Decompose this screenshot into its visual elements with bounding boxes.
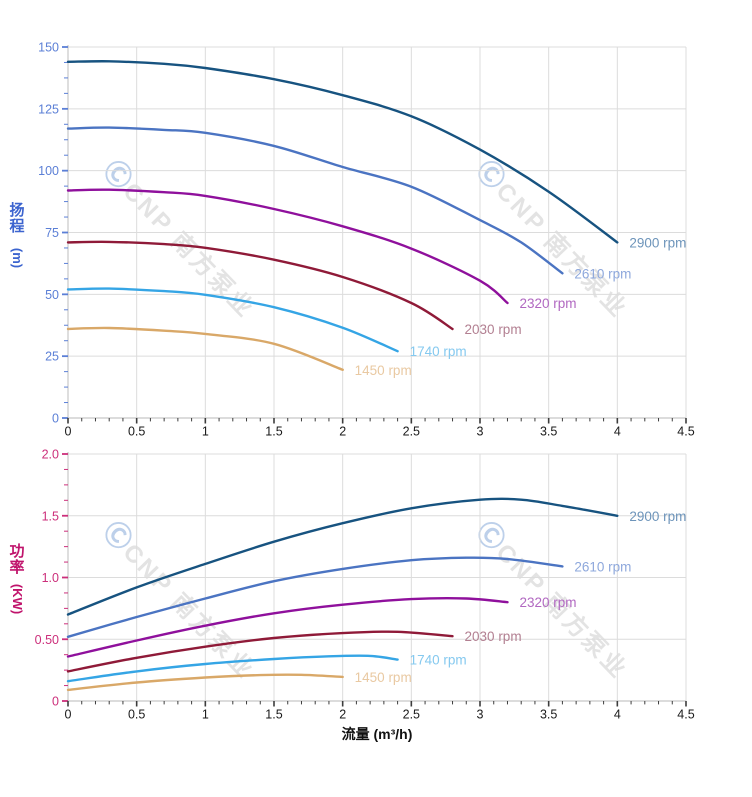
power-y-ticks: 0 0.50 1.0 1.5 2.0 — [35, 448, 68, 709]
power-series-label-1740: 1740 rpm — [410, 653, 467, 668]
power-gridlines — [68, 453, 687, 701]
power-series-label-2030: 2030 rpm — [465, 629, 522, 644]
head-y-tick-label: 150 — [38, 41, 59, 55]
power-series-label-2320: 2320 rpm — [519, 595, 576, 610]
head-series-label-2900: 2900 rpm — [629, 235, 686, 250]
power-x-tick-label: 3.5 — [540, 708, 557, 722]
head-series-label-2320: 2320 rpm — [519, 296, 576, 311]
head-curve-2320 — [66, 188, 509, 305]
head-y-tick-label: 25 — [45, 350, 59, 364]
power-curve-2900 — [66, 497, 619, 616]
head-curve-2900 — [66, 60, 619, 244]
power-x-tick-label: 1 — [202, 708, 209, 722]
flow-axis-title: 流量 (m³/h) — [341, 726, 413, 742]
power-x-tick-label: 3 — [477, 708, 484, 722]
head-x-ticks: 0 0.5 1 1.5 2 2.5 3 3.5 4 4.5 — [65, 418, 695, 439]
head-axis-unit: (m) — [10, 247, 25, 269]
power-y-tick-label: 0 — [52, 695, 59, 709]
head-y-tick-label: 125 — [38, 102, 59, 116]
head-x-tick-label: 3 — [477, 425, 484, 439]
power-series-label-1450: 1450 rpm — [355, 670, 412, 685]
head-x-tick-label: 2 — [339, 425, 346, 439]
head-y-ticks: 0 25 50 75 100 125 150 — [38, 41, 68, 426]
power-curve-1450 — [66, 673, 344, 692]
power-axis-title-char: 功 — [9, 543, 25, 560]
head-x-tick-label: 2.5 — [403, 425, 420, 439]
head-axis-title-char: 扬 — [9, 202, 25, 219]
head-x-tick-label: 0.5 — [128, 425, 145, 439]
head-curve-2610 — [66, 126, 564, 275]
head-x-tick-label: 0 — [65, 425, 72, 439]
power-curve-2610 — [66, 556, 564, 638]
power-chart: 0 0.50 1.0 1.5 2.0 0 0.5 1 1.5 2 2.5 3 3.5 4 4.5 2900 r… — [35, 448, 695, 722]
power-axis-title-char: 率 — [9, 559, 25, 576]
head-series-label-2610: 2610 rpm — [574, 266, 631, 281]
power-axis-unit: (KW) — [10, 583, 26, 615]
power-curve-2030 — [66, 630, 454, 673]
power-y-tick-label: 1.5 — [42, 509, 59, 523]
power-x-tick-label: 4.5 — [677, 708, 694, 722]
head-x-tick-label: 4.5 — [677, 425, 694, 439]
head-y-tick-label: 50 — [45, 288, 59, 302]
head-curve-1740 — [66, 287, 399, 353]
head-chart: 0 25 50 75 100 125 150 0 0.5 1 1.5 2 2.5 3 3.5 4 4.5 2900… — [38, 41, 695, 439]
head-x-tick-label: 1.5 — [265, 425, 282, 439]
head-y-tick-label: 75 — [45, 226, 59, 240]
power-y-tick-label: 2.0 — [42, 448, 59, 462]
head-series-label-1450: 1450 rpm — [355, 363, 412, 378]
power-axis-title: 功 率 (KW) — [3, 543, 31, 615]
power-x-ticks: 0 0.5 1 1.5 2 2.5 3 3.5 4 4.5 — [65, 701, 695, 722]
power-x-tick-label: 0 — [65, 708, 72, 722]
head-y-tick-label: 0 — [52, 412, 59, 426]
power-x-tick-label: 2.5 — [403, 708, 420, 722]
power-y-tick-label: 1.0 — [42, 571, 59, 585]
power-series-label-2610: 2610 rpm — [574, 559, 631, 574]
head-x-tick-label: 1 — [202, 425, 209, 439]
head-x-tick-label: 3.5 — [540, 425, 557, 439]
power-x-tick-label: 0.5 — [128, 708, 145, 722]
head-axis-title: 扬 程 (m) — [3, 202, 31, 269]
head-y-tick-label: 100 — [38, 164, 59, 178]
power-x-tick-label: 4 — [614, 708, 621, 722]
power-y-tick-label: 0.50 — [35, 633, 59, 647]
head-series-label-2030: 2030 rpm — [465, 322, 522, 337]
power-x-tick-label: 2 — [339, 708, 346, 722]
head-series-label-1740: 1740 rpm — [410, 344, 467, 359]
head-curve-2030 — [66, 240, 454, 331]
power-x-tick-label: 1.5 — [265, 708, 282, 722]
head-axis-title-char: 程 — [9, 218, 25, 235]
head-curve-1450 — [66, 326, 344, 371]
head-gridlines — [68, 46, 687, 418]
power-curve-1740 — [66, 654, 399, 683]
power-curve-2320 — [66, 597, 509, 658]
power-series-label-2900: 2900 rpm — [629, 509, 686, 524]
head-x-tick-label: 4 — [614, 425, 621, 439]
